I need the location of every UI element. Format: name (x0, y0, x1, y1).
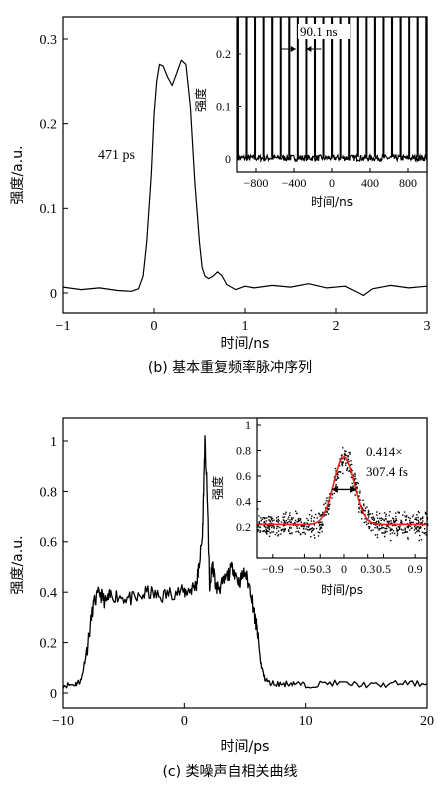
c-inset-ylabel: 强度 (210, 476, 225, 500)
b-xtick-label: −1 (56, 319, 71, 334)
c-caption: (c) 类噪声自相关曲线 (162, 764, 297, 780)
b-inset-xtick-label: 0 (329, 176, 335, 190)
c-inset-xtick-label: 0.5 (376, 562, 391, 576)
c-inset-xtick-label: 0.3 (360, 562, 375, 576)
c-ytick-label: 0.2 (40, 637, 58, 652)
b-inset-xtick-label: −400 (282, 176, 307, 190)
b-inset-baseline (236, 153, 428, 163)
c-ytick-label: 0.8 (40, 485, 58, 500)
b-xtick-label: 3 (424, 319, 431, 334)
c-xlabel: 时间/ps (221, 739, 270, 755)
b-xtick-label: 1 (242, 319, 249, 334)
c-inset-ytick-label: 0.6 (236, 469, 251, 483)
b-inset-xlabel: 时间/ns (311, 195, 353, 209)
c-inset-fwhm-arrowhead-right (350, 485, 357, 493)
b-inset-ytick-label: 0.1 (216, 100, 231, 114)
c-series-line (62, 435, 428, 689)
b-inset-xtick-label: −800 (244, 176, 269, 190)
c-inset-fwhm-arrowhead-left (331, 485, 338, 493)
c-ytick-label: 1 (50, 435, 57, 450)
c-inset-annotation-1: 0.414× (366, 444, 403, 459)
c-inset-data-points (257, 447, 429, 542)
c-inset-ytick-label: 0.8 (236, 444, 251, 458)
b-inset-ylabel: 强度 (193, 88, 208, 112)
b-caption: (b) 基本重复频率脉冲序列 (148, 359, 312, 376)
c-inset-bg (257, 418, 427, 558)
b-inset-annotation-bg (298, 24, 350, 39)
b-xtick-label: 2 (333, 319, 340, 334)
b-xlabel: 时间/ns (221, 336, 270, 352)
c-inset-plot: −0.9 −0.5−0.3 0 0.3 0.5 0.9 0.2 0.4 0.6 0.8 1 0.414… (210, 417, 429, 597)
b-inset-xtick-label: 400 (361, 176, 379, 190)
c-frame (62, 417, 428, 709)
c-inset-frame (256, 417, 428, 559)
chart-b: −1 0 1 2 3 0 0.1 0.2 0.3 471 ps 时间/ns 强度/a.u. −800−… (10, 16, 431, 376)
c-inset-xtick-label: −0.5 (294, 562, 316, 576)
b-ytick-label: 0 (50, 287, 57, 302)
c-inset-xtick-label: −0.3 (309, 562, 331, 576)
c-inset-ytick-label: 0.4 (236, 495, 251, 509)
c-ytick-label: 0 (50, 687, 57, 702)
b-series-line (62, 59, 428, 297)
c-inset-xlabel: 时间/ps (321, 583, 363, 597)
b-annotation: 471 ps (98, 148, 135, 163)
c-inset-ytick-label: 0.2 (236, 520, 251, 534)
c-ytick-label: 0.4 (40, 586, 58, 601)
b-inset-annotation: 90.1 ns (300, 24, 338, 39)
b-ytick-label: 0.1 (40, 202, 58, 217)
b-main-plot: −1 0 1 2 3 0 0.1 0.2 0.3 471 ps 时间/ns 强度/a.u. (10, 16, 431, 352)
c-inset-xtick-label: 0 (341, 562, 347, 576)
c-inset-ytick-label: 1 (245, 418, 251, 432)
b-xtick-label: 0 (151, 319, 158, 334)
b-inset-ytick-label: 0.2 (216, 47, 231, 61)
b-ylabel: 强度/a.u. (10, 145, 26, 204)
b-ytick-label: 0.3 (40, 33, 58, 48)
c-xtick-label: 10 (299, 714, 313, 729)
c-inset-fit-line (257, 456, 427, 526)
b-inset-xtick-label: 800 (399, 176, 417, 190)
c-ytick-label: 0.6 (40, 536, 58, 551)
c-xtick-label: −10 (52, 714, 74, 729)
c-xtick-label: 0 (181, 714, 188, 729)
b-inset-arrowhead-left (290, 46, 296, 52)
b-ytick-label: 0.2 (40, 118, 58, 133)
c-ylabel: 强度/a.u. (10, 535, 26, 594)
c-xtick-label: 20 (420, 714, 434, 729)
c-inset-xtick-label: −0.9 (262, 562, 284, 576)
c-inset-xtick-label: 0.9 (408, 562, 423, 576)
b-inset-plot: −800 −400 0 400 800 0 0.1 0.2 90.1 ns 时间/ns 强度 (193, 16, 428, 209)
c-inset-annotation-2: 307.4 fs (366, 464, 408, 479)
b-inset-arrowhead-right (306, 46, 312, 52)
b-inset-ytick-label: 0 (225, 152, 231, 166)
